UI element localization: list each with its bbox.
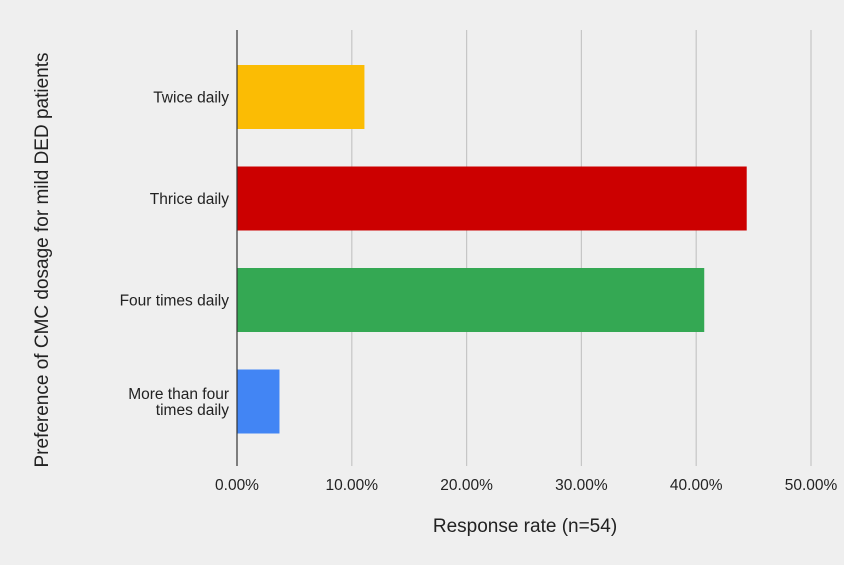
x-tick-label: 30.00%	[555, 477, 608, 494]
x-tick-label: 20.00%	[440, 477, 493, 494]
category-labels: Twice daily Thrice daily Four times daily M…	[120, 90, 230, 420]
y-axis-title: Preference of CMC dosage for mild DED pa…	[32, 52, 53, 467]
category-label: Thrice daily	[150, 191, 229, 208]
bar	[237, 166, 747, 231]
bar	[237, 65, 365, 129]
x-tick-label: 10.00%	[326, 477, 379, 494]
x-axis-title: Response rate (n=54)	[433, 516, 617, 537]
bar	[237, 268, 705, 332]
gridlines	[351, 30, 812, 466]
x-tick-labels: 0.00% 10.00% 20.00% 30.00% 40.00% 50.00%	[215, 477, 837, 494]
bar	[237, 369, 280, 434]
bars	[237, 65, 747, 434]
x-tick-label: 0.00%	[215, 477, 259, 494]
x-tick-label: 50.00%	[785, 477, 838, 494]
category-label: Four times daily	[120, 293, 230, 310]
category-label: More than four times daily	[128, 386, 229, 419]
category-label: Twice daily	[153, 90, 229, 107]
x-tick-label: 40.00%	[670, 477, 723, 494]
